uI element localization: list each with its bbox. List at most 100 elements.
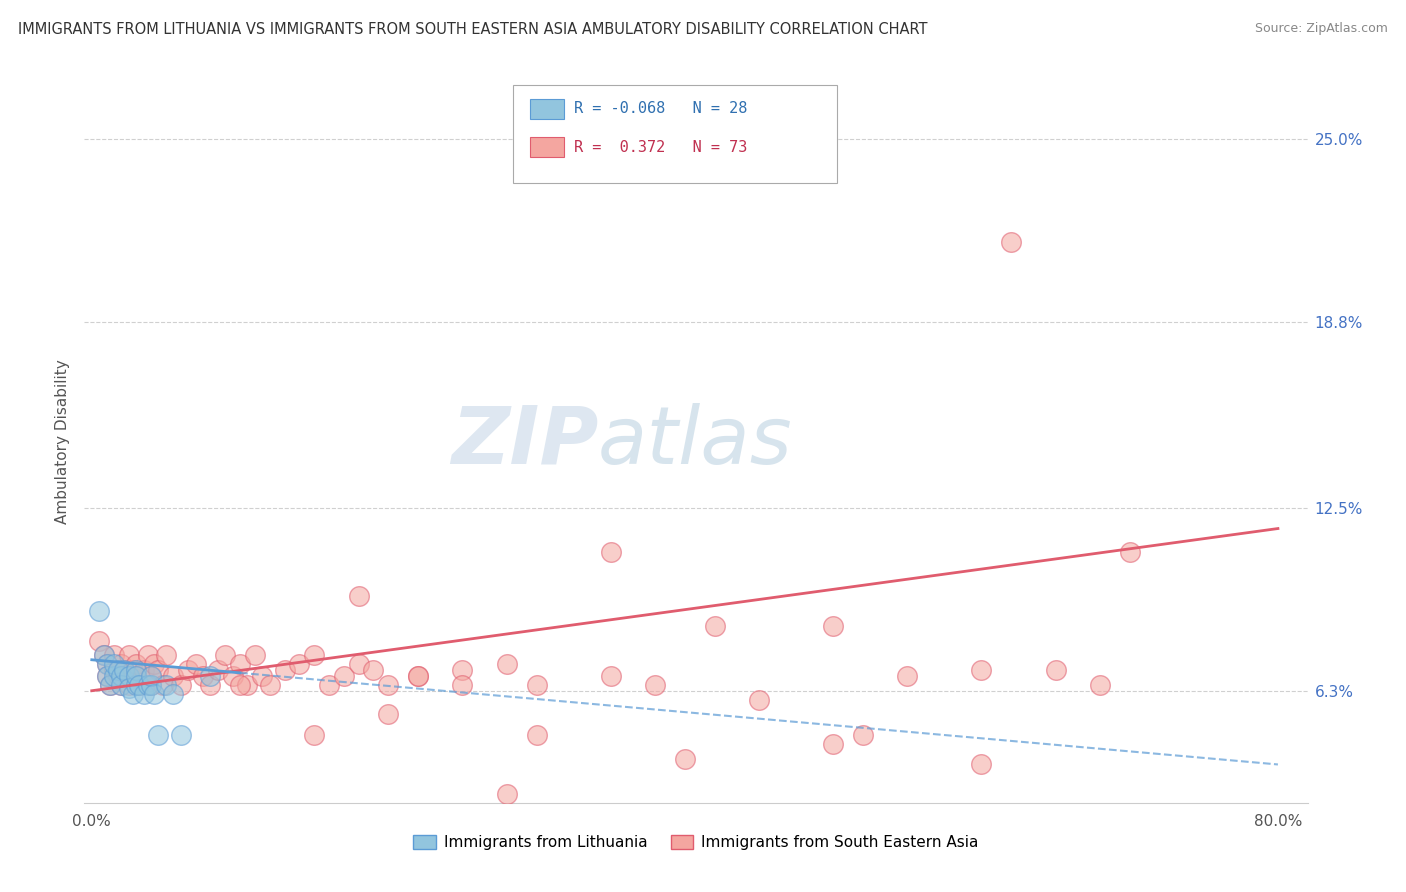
Point: [96, 657, 118, 672]
Point: [823, 619, 845, 633]
Point: [302, 728, 325, 742]
Point: [148, 728, 170, 742]
Point: [107, 669, 129, 683]
Point: [673, 751, 696, 765]
Point: [103, 648, 125, 663]
Point: [406, 669, 429, 683]
Point: [103, 657, 125, 672]
Point: [644, 678, 666, 692]
Point: [896, 669, 918, 683]
Point: [132, 663, 155, 677]
Point: [122, 663, 145, 677]
Point: [406, 669, 429, 683]
Text: R =  0.372   N = 73: R = 0.372 N = 73: [574, 140, 747, 154]
Point: [496, 657, 519, 672]
Point: [526, 728, 548, 742]
Point: [89, 604, 111, 618]
Point: [184, 657, 207, 672]
Point: [118, 669, 141, 683]
Point: [177, 663, 200, 677]
Point: [96, 669, 118, 683]
Y-axis label: Ambulatory Disability: Ambulatory Disability: [55, 359, 70, 524]
Point: [125, 669, 148, 683]
Point: [214, 648, 236, 663]
Point: [143, 687, 166, 701]
Point: [125, 678, 148, 692]
Point: [347, 590, 370, 604]
Text: ZIP: ZIP: [451, 402, 598, 481]
Point: [823, 737, 845, 751]
Point: [136, 648, 159, 663]
Point: [110, 669, 132, 683]
Point: [273, 663, 295, 677]
Point: [221, 669, 243, 683]
Point: [89, 633, 111, 648]
Point: [110, 657, 132, 672]
Point: [302, 648, 325, 663]
Point: [191, 669, 214, 683]
Point: [110, 678, 132, 692]
Point: [139, 669, 162, 683]
Point: [103, 663, 125, 677]
Point: [451, 678, 474, 692]
Point: [96, 669, 118, 683]
Point: [229, 678, 252, 692]
Point: [748, 692, 770, 706]
Point: [143, 657, 166, 672]
Point: [377, 707, 399, 722]
Point: [118, 678, 141, 692]
Point: [259, 678, 281, 692]
Point: [162, 687, 184, 701]
Point: [118, 648, 141, 663]
Point: [155, 678, 177, 692]
Point: [132, 687, 155, 701]
Point: [703, 619, 725, 633]
Point: [122, 687, 145, 701]
Point: [112, 663, 135, 677]
Point: [170, 678, 193, 692]
Point: [318, 678, 340, 692]
Point: [207, 663, 229, 677]
Text: IMMIGRANTS FROM LITHUANIA VS IMMIGRANTS FROM SOUTH EASTERN ASIA AMBULATORY DISAB: IMMIGRANTS FROM LITHUANIA VS IMMIGRANTS …: [18, 22, 928, 37]
Point: [347, 657, 370, 672]
Point: [103, 669, 125, 683]
Point: [125, 663, 148, 677]
Point: [1118, 545, 1140, 559]
Point: [200, 678, 222, 692]
Point: [377, 678, 399, 692]
Point: [118, 681, 141, 695]
Point: [112, 663, 135, 677]
Point: [155, 648, 177, 663]
Point: [970, 757, 993, 772]
Point: [128, 678, 150, 692]
Point: [139, 678, 162, 692]
Point: [139, 678, 162, 692]
Point: [229, 657, 252, 672]
Point: [136, 678, 159, 692]
Point: [526, 678, 548, 692]
Point: [93, 648, 115, 663]
Point: [107, 663, 129, 677]
Point: [148, 663, 170, 677]
Text: Source: ZipAtlas.com: Source: ZipAtlas.com: [1254, 22, 1388, 36]
Text: atlas: atlas: [598, 402, 793, 481]
Point: [333, 669, 356, 683]
Point: [243, 648, 266, 663]
Point: [98, 678, 121, 692]
Point: [96, 657, 118, 672]
Point: [152, 678, 174, 692]
Point: [599, 545, 621, 559]
Point: [125, 669, 148, 683]
Point: [970, 663, 993, 677]
Point: [125, 657, 148, 672]
Point: [110, 678, 132, 692]
Point: [98, 678, 121, 692]
Point: [236, 678, 259, 692]
Legend: Immigrants from Lithuania, Immigrants from South Eastern Asia: Immigrants from Lithuania, Immigrants fr…: [408, 830, 984, 856]
Point: [93, 648, 115, 663]
Text: R = -0.068   N = 28: R = -0.068 N = 28: [574, 102, 747, 116]
Point: [1045, 663, 1067, 677]
Point: [170, 728, 193, 742]
Point: [363, 663, 385, 677]
Point: [852, 728, 875, 742]
